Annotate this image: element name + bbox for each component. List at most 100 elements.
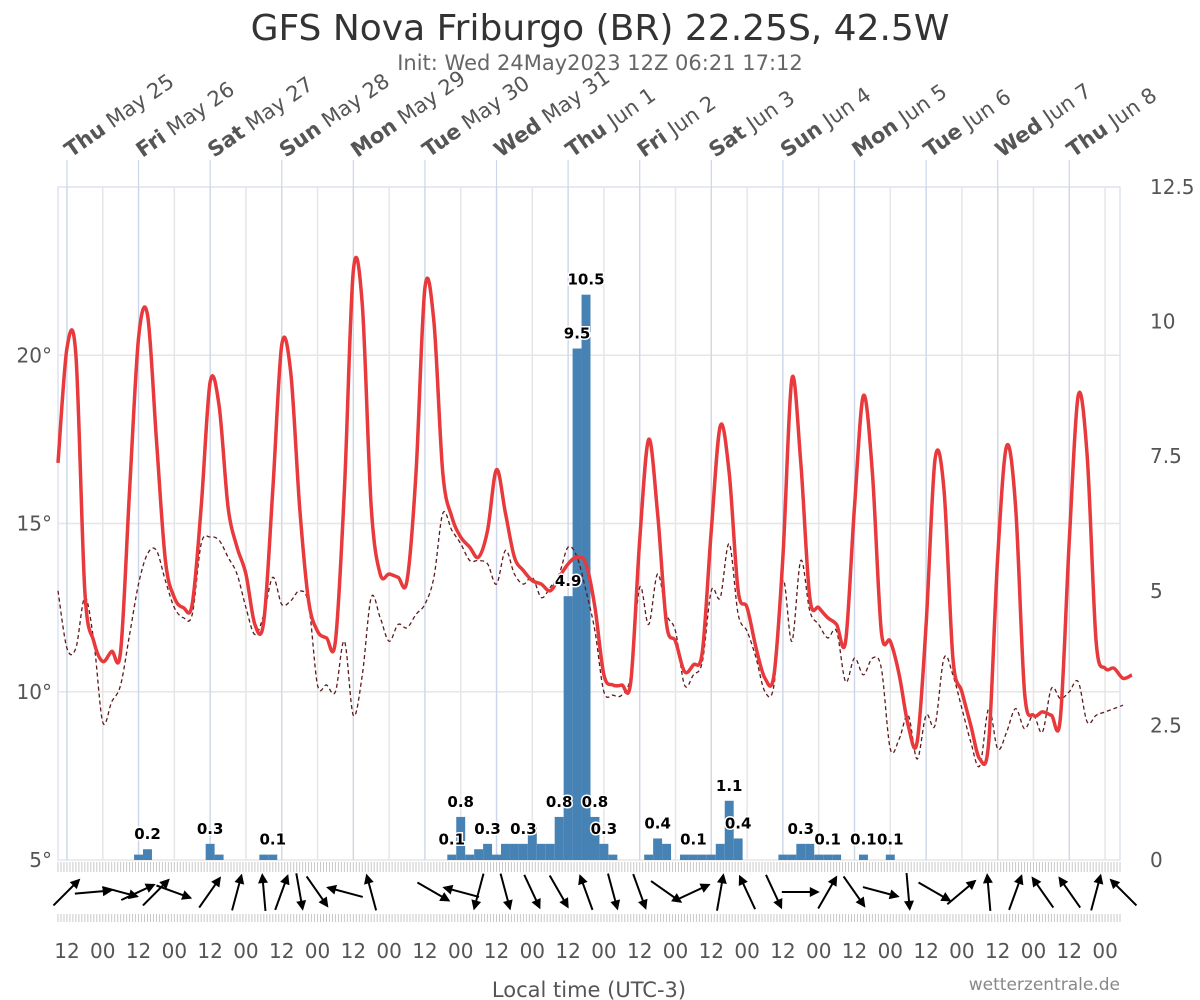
- right-axis-tick: 10: [1150, 310, 1175, 334]
- time-tick-label: 00: [90, 939, 115, 963]
- wind-arrow: [918, 881, 952, 902]
- precip-value-label: 0.8: [546, 793, 573, 811]
- wind-arrow-head: [578, 874, 588, 886]
- right-axis-tick: 2.5: [1150, 713, 1182, 737]
- wind-arrow-head: [442, 884, 454, 895]
- chart-title: GFS Nova Friburgo (BR) 22.25S, 42.5W: [251, 8, 950, 49]
- wind-arrow: [1109, 878, 1138, 907]
- precip-bar: [554, 816, 564, 860]
- precip-bar: [447, 854, 457, 860]
- wind-arrow-head: [318, 896, 329, 908]
- wind-arrow-head: [296, 899, 307, 911]
- day-label-date: Jun 2: [658, 91, 721, 145]
- precip-bar: [134, 854, 144, 860]
- precip-value-label: 0.3: [197, 820, 224, 838]
- precip-bar: [572, 348, 582, 860]
- wind-arrow-head: [827, 875, 838, 887]
- precip-value-label: 0.3: [788, 820, 815, 838]
- wind-arrow: [946, 879, 977, 905]
- time-tick-label: 00: [734, 939, 759, 963]
- right-axis-tick: 0: [1150, 848, 1163, 872]
- precip-bar: [653, 838, 663, 860]
- time-tick-label: 00: [233, 939, 258, 963]
- wind-arrow-head: [982, 873, 993, 884]
- day-label-date: Jun 5: [889, 79, 952, 133]
- wind-arrow-head: [258, 873, 268, 884]
- precip-bar: [787, 854, 797, 860]
- wind-arrow: [1058, 876, 1082, 909]
- wind-arrow-head: [809, 887, 820, 897]
- precip-bar: [492, 854, 501, 860]
- temperature-lines: [56, 255, 1133, 768]
- time-tick-label: 00: [520, 939, 545, 963]
- time-tick-label: 00: [949, 939, 974, 963]
- wind-arrow: [675, 883, 711, 901]
- wind-arrow-head: [280, 874, 290, 886]
- wind-arrow: [548, 875, 569, 909]
- wind-arrow-head: [888, 889, 900, 900]
- precip-value-label: 9.5: [564, 325, 591, 343]
- time-tick-label: 12: [627, 939, 652, 963]
- precip-bar: [563, 596, 573, 860]
- wind-arrow: [982, 873, 993, 912]
- day-label-date: Jun 8: [1099, 83, 1162, 137]
- wind-arrow: [416, 881, 451, 902]
- time-tick-label: 12: [770, 939, 795, 963]
- wind-arrow: [1031, 876, 1055, 909]
- precip-bar: [805, 843, 815, 860]
- wind-arrow-head: [439, 892, 451, 902]
- precip-value-label: 10.5: [568, 271, 605, 289]
- wind-arrow: [632, 873, 648, 910]
- precip-bar: [474, 849, 484, 860]
- wind-arrow-head: [471, 899, 482, 911]
- precip-bar: [823, 854, 833, 860]
- wind-arrow-head: [531, 898, 541, 910]
- precip-bar: [662, 843, 672, 860]
- precip-value-label: 0.3: [591, 820, 618, 838]
- left-axis-tick: 15°: [17, 512, 52, 536]
- wind-arrow-head: [610, 899, 621, 911]
- precip-bar: [500, 843, 510, 860]
- wind-arrow-head: [855, 896, 866, 908]
- dewpoint-line: [57, 511, 1124, 768]
- time-tick-label: 12: [1057, 939, 1082, 963]
- wind-arrow-head: [716, 873, 727, 885]
- wind-arrow: [862, 886, 900, 900]
- wind-arrow: [231, 873, 245, 911]
- time-tick-label: 12: [555, 939, 580, 963]
- precip-value-label: 0.1: [877, 831, 904, 849]
- time-tick-label: 12: [985, 939, 1010, 963]
- day-separators: [66, 160, 1070, 860]
- wind-arrow-head: [1031, 876, 1042, 888]
- time-tick-label: 12: [54, 939, 79, 963]
- wind-arrow: [471, 873, 485, 911]
- time-tick-label: 00: [162, 939, 187, 963]
- wind-arrow-head: [364, 873, 374, 885]
- time-tick-label: 00: [305, 939, 330, 963]
- precip-value-label: 4.9: [555, 572, 582, 590]
- wind-arrow: [523, 874, 541, 910]
- precip-bar: [518, 843, 528, 860]
- wind-arrow-head: [699, 883, 711, 893]
- precip-bar: [858, 854, 868, 860]
- precip-bar: [465, 854, 475, 860]
- precip-value-label: 0.1: [438, 831, 465, 849]
- time-tick-label: 00: [448, 939, 473, 963]
- time-tick-label: 00: [806, 939, 831, 963]
- wind-arrow-head: [773, 898, 783, 910]
- right-axis-tick: 7.5: [1150, 444, 1182, 468]
- precip-value-label: 0.8: [447, 793, 474, 811]
- wind-arrow: [156, 884, 193, 900]
- wind-arrow-head: [638, 898, 648, 910]
- wind-arrow: [305, 875, 329, 908]
- wind-arrow: [607, 873, 621, 911]
- precip-value-label: 0.1: [814, 831, 841, 849]
- precip-value-label: 0.4: [725, 814, 752, 832]
- precip-bar: [715, 843, 725, 860]
- precip-bar: [536, 843, 546, 860]
- wind-arrow: [258, 873, 268, 912]
- wind-arrow: [295, 873, 307, 911]
- precip-value-label: 0.2: [134, 825, 161, 843]
- precip-bar: [527, 827, 537, 860]
